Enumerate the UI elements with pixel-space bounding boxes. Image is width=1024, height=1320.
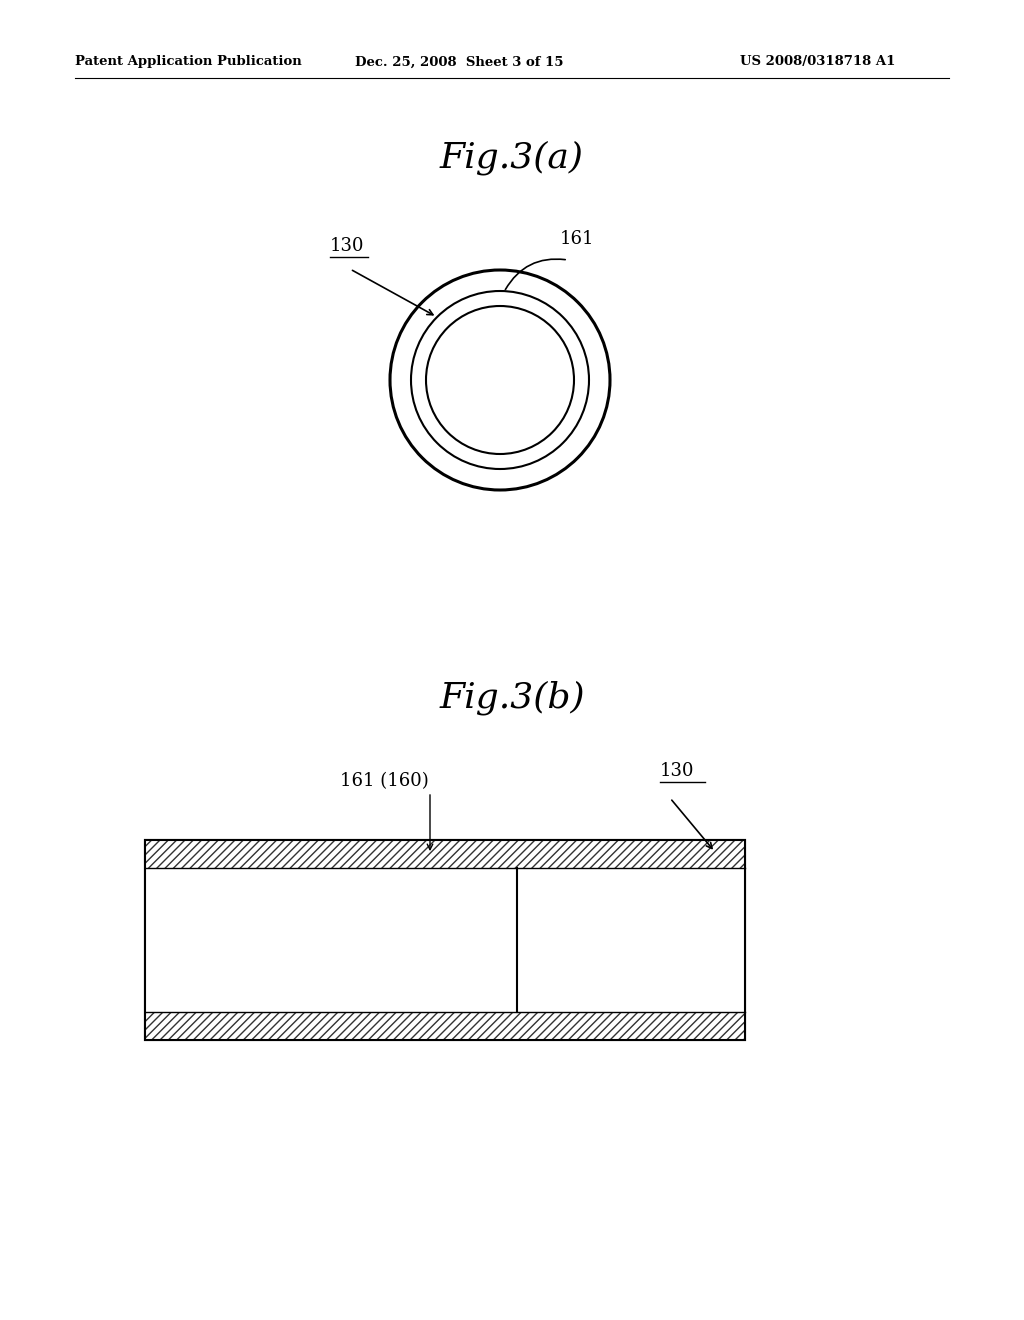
Text: 130: 130 [330, 238, 365, 255]
Text: 161 (160): 161 (160) [340, 772, 429, 789]
Bar [145, 840, 745, 1040]
Text: Patent Application Publication: Patent Application Publication [75, 55, 302, 69]
Text: 130: 130 [660, 762, 694, 780]
Bar [145, 869, 517, 1012]
Text: Dec. 25, 2008  Sheet 3 of 15: Dec. 25, 2008 Sheet 3 of 15 [355, 55, 563, 69]
Text: US 2008/0318718 A1: US 2008/0318718 A1 [740, 55, 895, 69]
Bar [145, 840, 745, 869]
Text: Fig.3(a): Fig.3(a) [440, 140, 584, 174]
Bar [145, 1012, 745, 1040]
Text: Fig.3(b): Fig.3(b) [439, 680, 585, 714]
Ellipse shape [411, 290, 589, 469]
Bar [145, 840, 745, 1040]
Ellipse shape [426, 306, 574, 454]
Bar [517, 869, 745, 1012]
Text: 161: 161 [560, 230, 595, 248]
